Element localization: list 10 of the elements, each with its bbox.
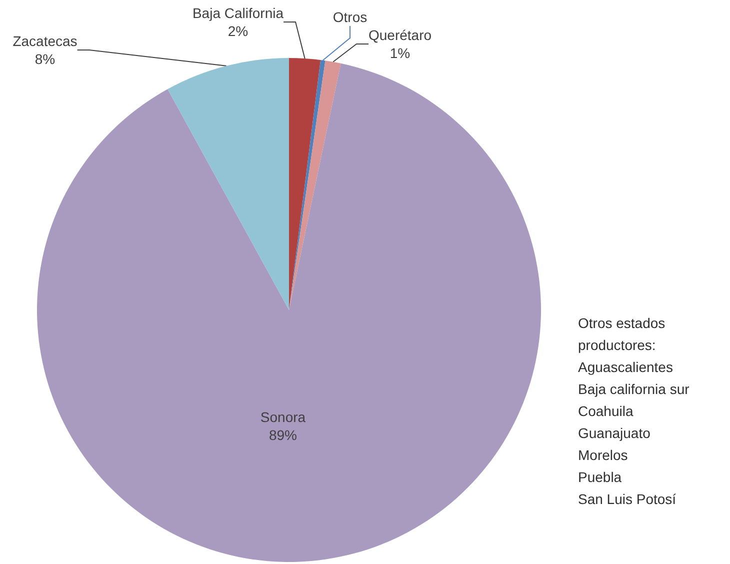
slice-label: Sonora: [260, 409, 306, 425]
text: Otros estados productores: Aguascalientes Baja california sur Coahuila Guanajuato Morelos Puebla San Luis Potosí: [578, 315, 690, 507]
data-label: 1%: [390, 45, 410, 61]
slice-label: Otros: [332, 9, 368, 25]
slice-label: Zacatecas: [12, 33, 78, 49]
data-label: 89%: [268, 427, 298, 443]
slice-label: Baja California: [192, 5, 284, 21]
data-label: 2%: [228, 23, 248, 39]
data-label: 8%: [34, 51, 56, 67]
slice-label: Querétaro: [368, 27, 432, 43]
